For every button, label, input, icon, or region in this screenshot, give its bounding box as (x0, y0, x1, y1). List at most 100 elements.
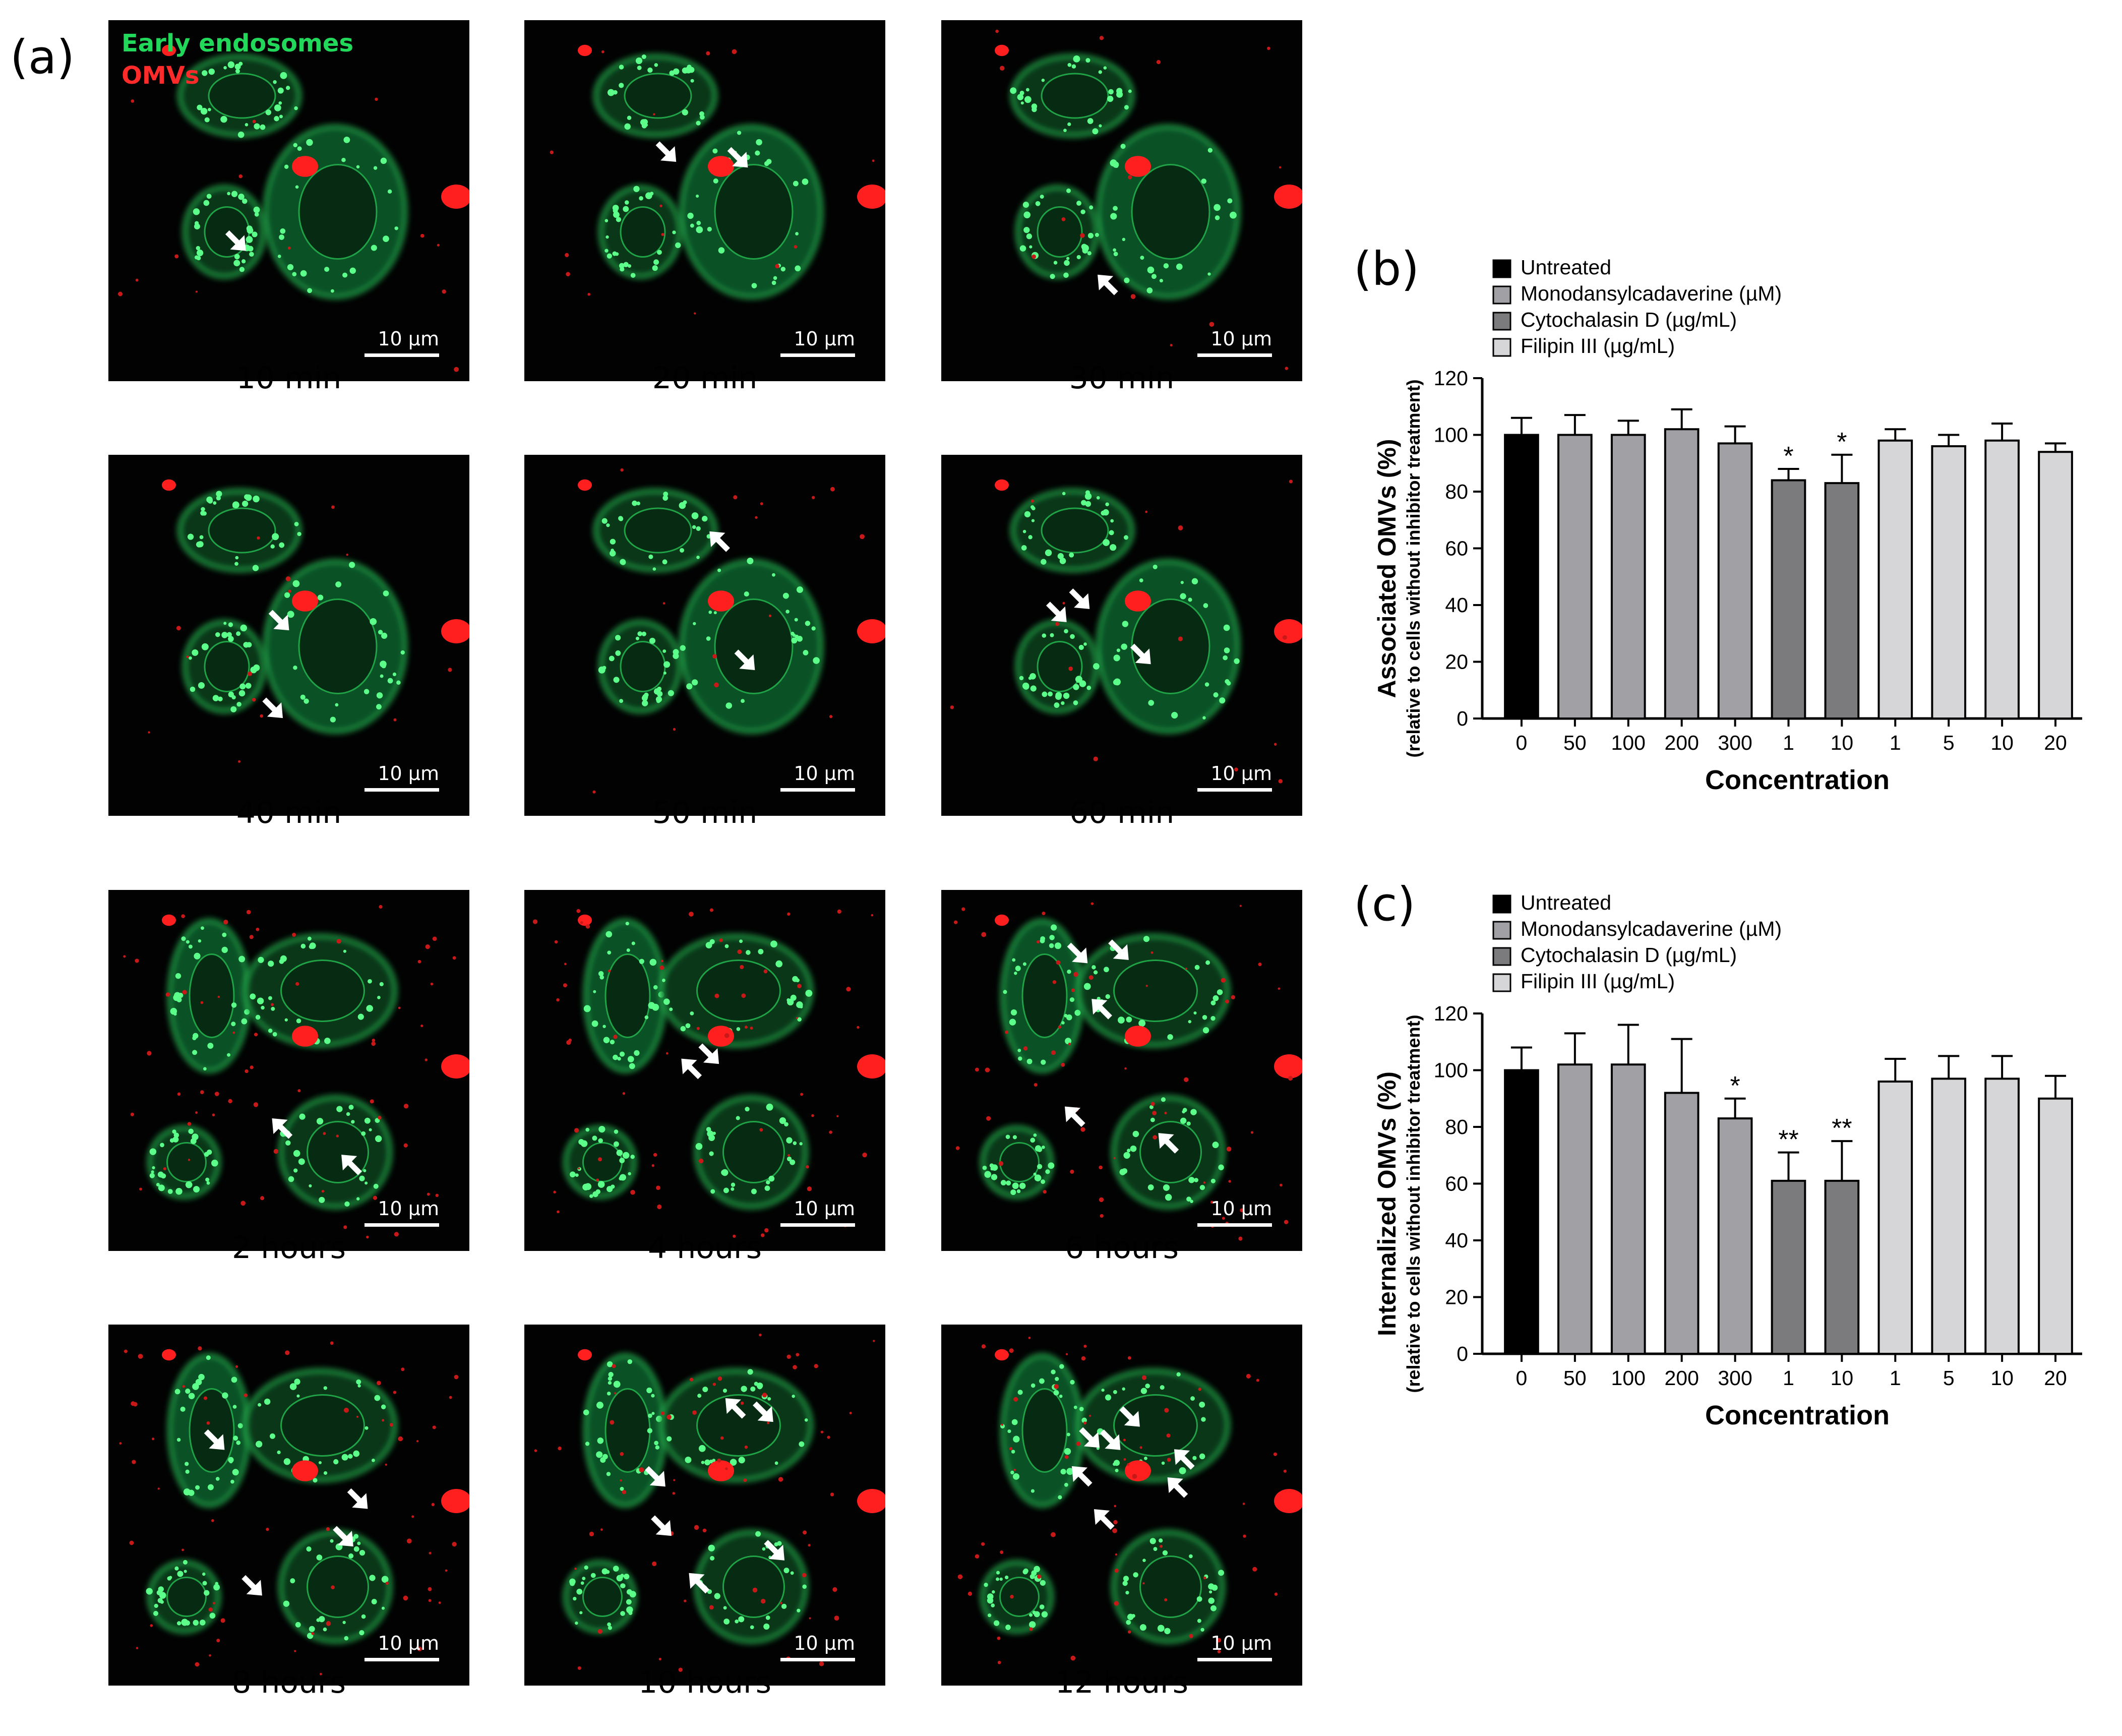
legend-swatch (1492, 259, 1511, 278)
x-tick-label: 1 (1783, 731, 1794, 754)
scale-bar (365, 1223, 439, 1227)
y-tick-label: 20 (1445, 1286, 1468, 1309)
x-tick-label: 1 (1890, 1366, 1901, 1390)
arrow-icon (341, 1155, 362, 1175)
bar (1824, 482, 1860, 720)
significance-marker: * (1730, 1071, 1740, 1101)
arrow-icon (1098, 274, 1118, 295)
omv-cluster (1125, 156, 1151, 177)
y-axis-label: Associated OMVs (%) (1373, 439, 1401, 698)
micrograph: 10 µm (108, 890, 469, 1251)
scale-bar (1197, 788, 1272, 792)
x-tick-label: 20 (2044, 1366, 2067, 1390)
micrograph: 10 µm (524, 20, 885, 381)
micrograph: 10 µm (524, 890, 885, 1251)
x-tick-label: 10 (1990, 731, 2014, 754)
arrow-icon (689, 1573, 710, 1594)
associated-omvs-chart: Untreated Monodansylcadaverine (µM) Cytoch… (1373, 256, 2082, 795)
scale-bar-label: 10 µm (794, 1632, 855, 1654)
legend-swatch (1492, 973, 1511, 992)
x-tick-label: 1 (1890, 731, 1901, 754)
legend-swatch (1492, 285, 1511, 305)
arrow-icon (1158, 1133, 1179, 1154)
micrograph-image (953, 902, 1302, 1241)
arrow-icon (333, 1526, 353, 1547)
arrow-icon (1079, 1427, 1100, 1448)
omv-cluster (1274, 619, 1302, 643)
omv-cluster (1125, 590, 1151, 612)
arrow-icon (651, 1515, 672, 1536)
bar (2038, 1097, 2073, 1355)
scale-bar-label: 10 µm (1210, 328, 1272, 350)
omv-cluster (995, 479, 1009, 491)
omv-cluster (162, 479, 176, 491)
micrograph: 10 µm (524, 1325, 885, 1686)
channel-legend-item: Early endosomes (122, 29, 354, 57)
arrow-icon (645, 1466, 665, 1487)
legend-swatch (1492, 312, 1511, 331)
arrow-icon (725, 1398, 746, 1419)
micrograph-image (957, 1337, 1302, 1664)
micrograph: 10 µm (941, 1325, 1302, 1686)
omv-cluster (162, 914, 176, 926)
scale-bar (365, 788, 439, 792)
arrow-icon (681, 1058, 702, 1080)
bar (1931, 445, 1967, 720)
bar (1504, 1069, 1539, 1355)
arrow-icon (1067, 942, 1088, 964)
arrow-icon (1167, 1477, 1188, 1498)
time-point-caption: 6 hours (1065, 1230, 1179, 1266)
time-point-caption: 60 min (1069, 795, 1175, 830)
micrograph-image (117, 40, 469, 372)
arrow-icon (1130, 643, 1151, 665)
legend-label: Monodansylcadaverine (µM) (1521, 917, 1782, 940)
omv-cluster (995, 1349, 1009, 1361)
arrow-icon (655, 141, 677, 162)
x-tick-label: 5 (1943, 731, 1955, 754)
x-tick-label: 50 (1563, 731, 1587, 754)
bar (1931, 1077, 1967, 1355)
x-tick-label: 100 (1611, 731, 1646, 754)
x-tick-label: 0 (1516, 1366, 1528, 1390)
omv-cluster (578, 479, 592, 491)
scale-bar (365, 353, 439, 357)
y-axis-label: Internalized OMVs (%) (1373, 1071, 1401, 1336)
omv-cluster (292, 590, 318, 612)
arrow-icon (241, 1575, 262, 1596)
y-tick-label: 120 (1434, 367, 1468, 390)
omv-cluster (708, 590, 734, 612)
bar (1557, 1063, 1593, 1355)
x-tick-label: 300 (1718, 1366, 1752, 1390)
bar (1557, 434, 1593, 720)
bar (1771, 1179, 1806, 1355)
omv-cluster (1125, 1460, 1151, 1481)
arrow-icon (1119, 1406, 1140, 1427)
scale-bar-label: 10 µm (1210, 762, 1272, 785)
scale-bar-label: 10 µm (1210, 1198, 1272, 1220)
scale-bar (1197, 1223, 1272, 1227)
y-axis-sublabel: (relative to cells without inhibitor tre… (1403, 379, 1424, 757)
y-tick-label: 0 (1457, 1342, 1468, 1365)
time-point-caption: 2 hours (232, 1230, 346, 1266)
omv-cluster (995, 44, 1009, 56)
legend-swatch (1492, 921, 1511, 940)
bar (1984, 439, 2020, 720)
scale-bar-label: 10 µm (378, 762, 439, 785)
scale-bar-label: 10 µm (794, 328, 855, 350)
arrow-icon (1092, 999, 1112, 1020)
micrograph: 10 µm (524, 455, 885, 816)
time-point-caption: 20 min (652, 361, 758, 396)
internalized-omvs-chart: Untreated Monodansylcadaverine (µM) Cytoch… (1373, 891, 2082, 1430)
y-tick-label: 60 (1445, 1172, 1468, 1195)
arrow-icon (1046, 602, 1067, 622)
arrow-icon (1071, 1466, 1093, 1487)
x-tick-label: 200 (1664, 1366, 1699, 1390)
micrograph: 10 µm (941, 455, 1302, 816)
time-point-caption: 4 hours (648, 1230, 762, 1266)
arrow-icon (347, 1488, 368, 1509)
scale-bar-label: 10 µm (794, 1198, 855, 1220)
bar (1664, 1092, 1700, 1355)
y-tick-label: 80 (1445, 1115, 1468, 1139)
omv-cluster (292, 1026, 318, 1047)
micrograph-image (950, 479, 1302, 784)
